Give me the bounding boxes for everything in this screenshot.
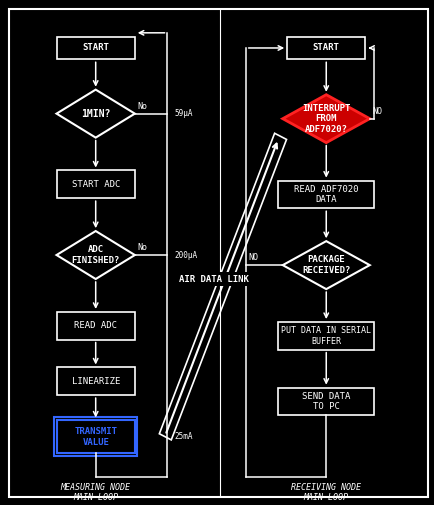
Text: No: No — [137, 102, 147, 111]
Text: SEND DATA
TO PC: SEND DATA TO PC — [301, 392, 350, 411]
Text: MEASURING NODE
MAIN LOOP: MEASURING NODE MAIN LOOP — [61, 483, 130, 502]
Polygon shape — [159, 133, 286, 440]
Text: START: START — [312, 43, 339, 53]
Text: 59μA: 59μA — [174, 109, 192, 118]
Text: TRANSMIT
VALUE: TRANSMIT VALUE — [74, 427, 117, 446]
Bar — [56, 36, 135, 59]
Bar — [56, 312, 135, 340]
Bar — [278, 388, 373, 415]
Text: READ ADC: READ ADC — [74, 321, 117, 330]
Polygon shape — [282, 241, 369, 289]
Text: 25mA: 25mA — [174, 432, 192, 441]
Bar — [278, 180, 373, 208]
Text: START: START — [82, 43, 109, 53]
Bar — [54, 417, 137, 457]
Text: No: No — [137, 243, 147, 252]
Bar — [278, 322, 373, 349]
Text: 200μA: 200μA — [174, 250, 197, 260]
Bar — [56, 368, 135, 395]
Text: INTERRUPT
FROM
ADF7020?: INTERRUPT FROM ADF7020? — [301, 104, 350, 134]
Bar — [286, 36, 365, 59]
Bar — [56, 170, 135, 198]
Text: 1MIN?: 1MIN? — [81, 109, 110, 119]
Polygon shape — [282, 95, 369, 142]
Text: LINEARIZE: LINEARIZE — [71, 377, 120, 386]
Text: START ADC: START ADC — [71, 180, 120, 189]
Text: ADC
FINISHED?: ADC FINISHED? — [71, 245, 120, 265]
Polygon shape — [56, 90, 135, 137]
Text: READ ADF7020
DATA: READ ADF7020 DATA — [293, 185, 358, 204]
Text: RECEIVING NODE
MAIN LOOP: RECEIVING NODE MAIN LOOP — [291, 483, 360, 502]
Text: PACKAGE
RECEIVED?: PACKAGE RECEIVED? — [301, 256, 350, 275]
Bar — [56, 420, 135, 453]
Polygon shape — [56, 231, 135, 279]
Text: NO: NO — [371, 107, 381, 116]
Text: PUT DATA IN SERIAL
BUFFER: PUT DATA IN SERIAL BUFFER — [281, 326, 370, 345]
Text: AIR DATA LINK: AIR DATA LINK — [179, 275, 249, 283]
Text: NO: NO — [247, 253, 257, 262]
